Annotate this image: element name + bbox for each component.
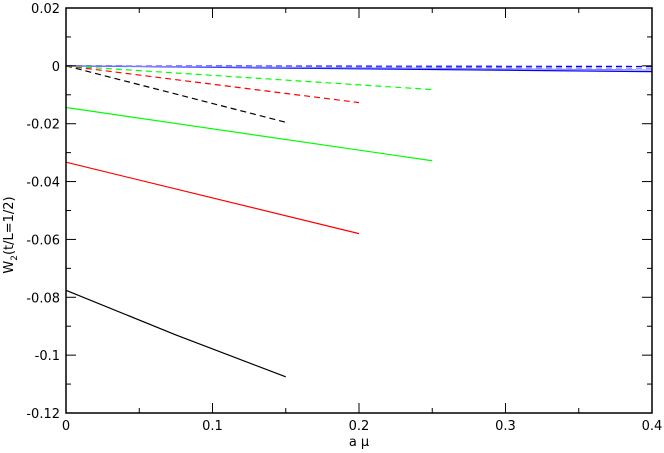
y-tick-label: -0.04 xyxy=(26,176,60,191)
tick-layer: 0 0.1 0.2 0.3 0.4 0.02 0 -0.02 -0.04 -0.06 -0.08 -0… xyxy=(26,2,662,434)
series-line-8 xyxy=(65,65,653,68)
y-tick-label: -0.1 xyxy=(35,349,60,364)
x-tick-label: 0.1 xyxy=(202,419,223,434)
y-axis-label: W2(t/L=1/2) xyxy=(2,196,20,273)
y-tick-label: -0.08 xyxy=(26,291,60,306)
y-tick-label: -0.12 xyxy=(26,407,60,422)
series-line-5 xyxy=(65,65,286,123)
series-line-7 xyxy=(65,65,433,91)
x-tick-label: 0 xyxy=(62,419,70,434)
series-line-1 xyxy=(65,161,360,235)
y-tick-label: 0 xyxy=(52,60,60,75)
x-tick-label: 0.2 xyxy=(349,419,370,434)
x-tick-label: 0.4 xyxy=(642,419,663,434)
y-tick-label: -0.02 xyxy=(26,118,60,133)
y-tick-label: 0.02 xyxy=(31,2,60,17)
x-axis-label: a μ xyxy=(349,435,369,450)
series-line-4 xyxy=(65,65,653,71)
series-line-9 xyxy=(65,65,653,69)
x-tick-label: 0.3 xyxy=(495,419,516,434)
series-layer xyxy=(65,65,653,378)
series-line-6 xyxy=(65,65,360,104)
series-line-2 xyxy=(65,106,433,162)
series-line-0 xyxy=(65,289,286,378)
y-tick-label: -0.06 xyxy=(26,233,60,248)
